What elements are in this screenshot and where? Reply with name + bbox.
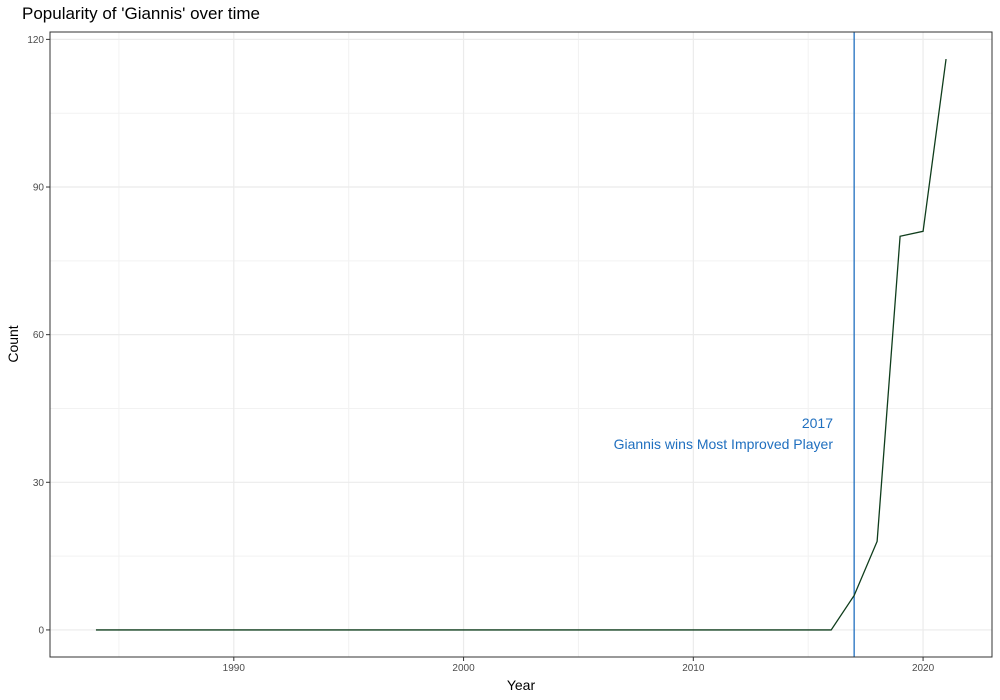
y-axis-title: Count: [5, 325, 21, 362]
plot-background: [50, 32, 992, 657]
x-axis: 1990 2000 2010 2020: [223, 657, 935, 674]
series-group: [95, 58, 947, 631]
x-tick-label: 1990: [223, 663, 246, 674]
x-tick-label: 2000: [452, 663, 475, 674]
chart-title: Popularity of 'Giannis' over time: [22, 4, 260, 23]
y-tick-label: 90: [33, 183, 45, 194]
plot-border: [49, 31, 993, 658]
y-tick-label: 0: [38, 625, 44, 636]
annotation-text: Giannis wins Most Improved Player: [614, 436, 834, 452]
x-axis-title: Year: [507, 677, 536, 693]
y-tick-label: 60: [33, 330, 45, 341]
y-tick-label: 30: [33, 478, 45, 489]
x-tick-label: 2010: [682, 663, 705, 674]
y-tick-label: 120: [27, 35, 44, 46]
annotation-year: 2017: [802, 415, 833, 431]
x-tick-label: 2020: [912, 663, 935, 674]
series-line: [95, 58, 947, 631]
y-axis: 0 30 60 90 120: [27, 35, 50, 636]
minor-gridlines: [50, 32, 992, 657]
